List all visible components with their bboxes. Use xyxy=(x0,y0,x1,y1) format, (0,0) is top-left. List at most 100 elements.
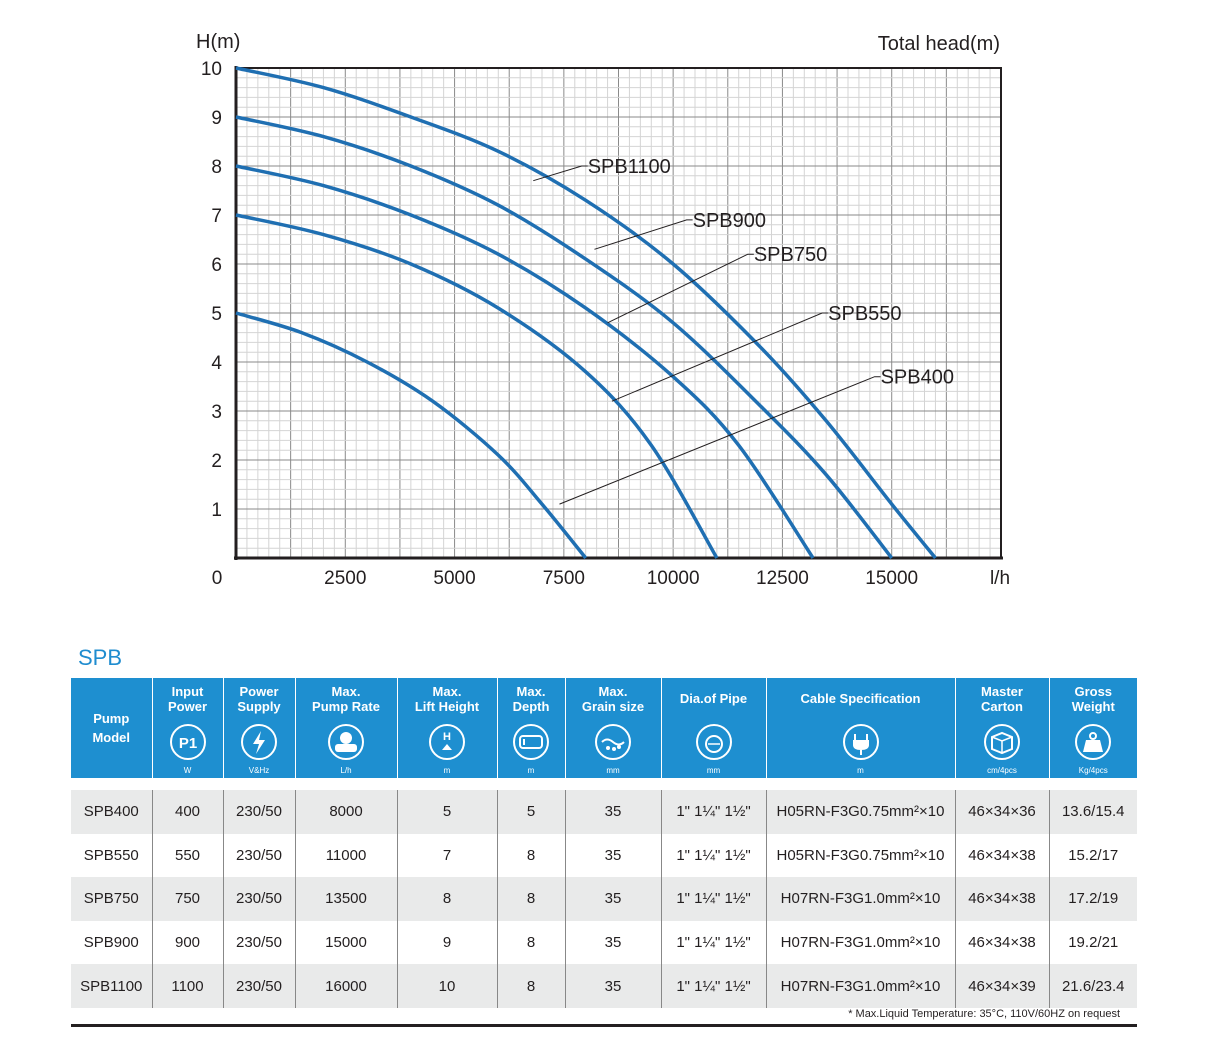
table-cell: SPB1100 xyxy=(71,964,152,1008)
table-cell: 1" 1¼" 1½" xyxy=(660,877,766,921)
table-row: SPB550 550 230/50 11000 7 8 35 1" 1¼" 1½" H05RN-… xyxy=(71,833,1137,878)
column-header-content: Power Supply V&Hz xyxy=(224,678,295,778)
column-header: Cable Specification m xyxy=(765,678,955,778)
y-tick-label: 10 xyxy=(201,59,222,80)
table-cell: 35 xyxy=(564,833,661,878)
x-tick-label: 7500 xyxy=(543,568,585,589)
table-cell: SPB550 xyxy=(83,846,139,864)
annotation-label: SPB900 xyxy=(693,210,766,232)
table-cell: 21.6/23.4 xyxy=(1048,964,1137,1008)
y-tick-label: 5 xyxy=(211,304,222,325)
spacer-row xyxy=(71,778,1137,790)
table-row: SPB1100 1100 230/50 16000 10 8 35 1" 1¼" 1½" H07… xyxy=(71,964,1137,1008)
x-tick-label: 15000 xyxy=(865,568,918,589)
table-cell: 46×34×39 xyxy=(954,964,1049,1008)
column-header-content: Max. Pump Rate L/h xyxy=(296,678,397,778)
x-tick-label: 0 xyxy=(212,568,223,589)
y-tick-label: 2 xyxy=(211,451,222,472)
table-cell: 8 xyxy=(496,964,565,1008)
annotation-leader xyxy=(611,312,829,402)
y-tick-label: 6 xyxy=(211,255,222,276)
table-cell: 16000 xyxy=(294,964,397,1008)
annotation-leader xyxy=(594,219,693,250)
column-header-label: Max. Pump Rate xyxy=(312,684,380,714)
table-row: SPB900 900 230/50 15000 9 8 35 1" 1¼" 1½" H07RN-… xyxy=(71,920,1137,965)
table-cell: SPB750 xyxy=(71,877,152,921)
series-line-spb900 xyxy=(235,115,894,560)
y-tick-label: 3 xyxy=(211,402,222,423)
y-axis-label: H(m) xyxy=(196,31,240,53)
column-header-content: Cable Specification m xyxy=(767,678,955,778)
bottom-rule xyxy=(71,1024,1137,1027)
column-header-content: Max. Grain size mm xyxy=(566,678,661,778)
column-header: Input Power P1 W xyxy=(151,678,223,778)
table-cell: 1" 1¼" 1½" xyxy=(660,790,766,834)
spec-table-body: SPB400 400 230/50 8000 5 5 35 1" 1¼" 1½" H05RN-F… xyxy=(71,778,1137,1008)
column-header-label: Gross Weight xyxy=(1071,684,1115,714)
y-tick-label: 8 xyxy=(211,157,222,178)
column-header-label: Input Power xyxy=(167,684,207,714)
svg-text:H: H xyxy=(443,731,451,743)
column-header-content: Input Power P1 W xyxy=(153,678,223,778)
column-header: Power Supply V&Hz xyxy=(222,678,295,778)
grain-max-icon xyxy=(595,724,631,760)
x-tick-label: 10000 xyxy=(647,568,700,589)
column-unit: L/h xyxy=(340,766,352,775)
annotation-label: SPB1100 xyxy=(588,156,671,178)
y-tick-label: 1 xyxy=(211,500,222,521)
table-cell: 8 xyxy=(496,920,565,965)
column-header: Pump Model xyxy=(71,678,152,778)
column-header-content: Master Carton cm/4pcs xyxy=(956,678,1049,778)
table-cell: 35 xyxy=(564,790,661,834)
table-row: SPB400 400 230/50 8000 5 5 35 1" 1¼" 1½" H05RN-F… xyxy=(71,790,1137,834)
table-cell: 900 xyxy=(151,920,223,965)
column-unit: cm/4pcs xyxy=(987,766,1017,775)
weight-icon xyxy=(1075,724,1112,760)
table-row: SPB750 750 230/50 13500 8 8 35 1" 1¼" 1½" H07RN-… xyxy=(71,877,1137,921)
annotation-leader xyxy=(533,165,588,182)
pump-curve-chart: 1 2 3 4 5 6 7 8 9 10 0 2500 5000 7500 10000 12500 15000 H… xyxy=(196,31,1010,589)
table-cell: H07RN-F3G1.0mm²×10 xyxy=(765,877,955,921)
spec-table-header: Pump Model Input Power P1 W Power Supply V&Hz Max… xyxy=(71,678,1137,778)
column-header-label: Model xyxy=(92,730,131,745)
table-cell: 1" 1¼" 1½" xyxy=(660,833,766,878)
column-header: Master Carton cm/4pcs xyxy=(954,678,1049,778)
table-cell: 750 xyxy=(151,877,223,921)
annotation-label: SPB750 xyxy=(754,244,827,266)
lightning-icon xyxy=(241,724,277,760)
column-unit: Kg/4pcs xyxy=(1078,766,1108,775)
x-tick-label: 2500 xyxy=(324,568,366,589)
column-header-label: Cable Specification xyxy=(800,691,921,706)
table-cell: 5 xyxy=(496,790,565,834)
table-cell: 550 xyxy=(151,833,223,878)
table-cell: H07RN-F3G1.0mm²×10 xyxy=(765,964,955,1008)
table-cell: 19.2/21 xyxy=(1048,920,1137,965)
table-cell: 35 xyxy=(564,920,661,965)
series-line-spb1100 xyxy=(235,66,937,560)
column-header-label: Master Carton xyxy=(981,684,1023,714)
column-header-content: Dia.of Pipe mm xyxy=(662,678,766,778)
annotation-leader xyxy=(607,253,754,324)
table-cell: SPB900 xyxy=(83,934,139,952)
table-cell: 1" 1¼" 1½" xyxy=(660,964,766,1008)
plug-icon xyxy=(842,724,879,760)
table-cell: 1100 xyxy=(151,964,223,1008)
table-cell: 15000 xyxy=(294,920,397,965)
table-cell: 8 xyxy=(496,833,565,878)
table-cell: 230/50 xyxy=(222,833,295,878)
table-cell: 8000 xyxy=(294,790,397,834)
table-cell: 35 xyxy=(564,964,661,1008)
svg-text:P1: P1 xyxy=(178,735,196,752)
column-header: Gross Weight Kg/4pcs xyxy=(1048,678,1137,778)
table-cell: 13500 xyxy=(294,877,397,921)
table-cell: 10 xyxy=(396,964,497,1008)
table-cell: 5 xyxy=(396,790,497,834)
series-title: SPB xyxy=(78,645,123,670)
table-cell: 230/50 xyxy=(222,920,295,965)
carton-icon xyxy=(984,724,1020,760)
table-cell: 230/50 xyxy=(222,790,295,834)
column-unit: m xyxy=(443,766,451,775)
annotation-label: SPB550 xyxy=(828,303,901,325)
y-tick-label: 9 xyxy=(211,108,222,129)
q-max-icon xyxy=(328,724,364,760)
